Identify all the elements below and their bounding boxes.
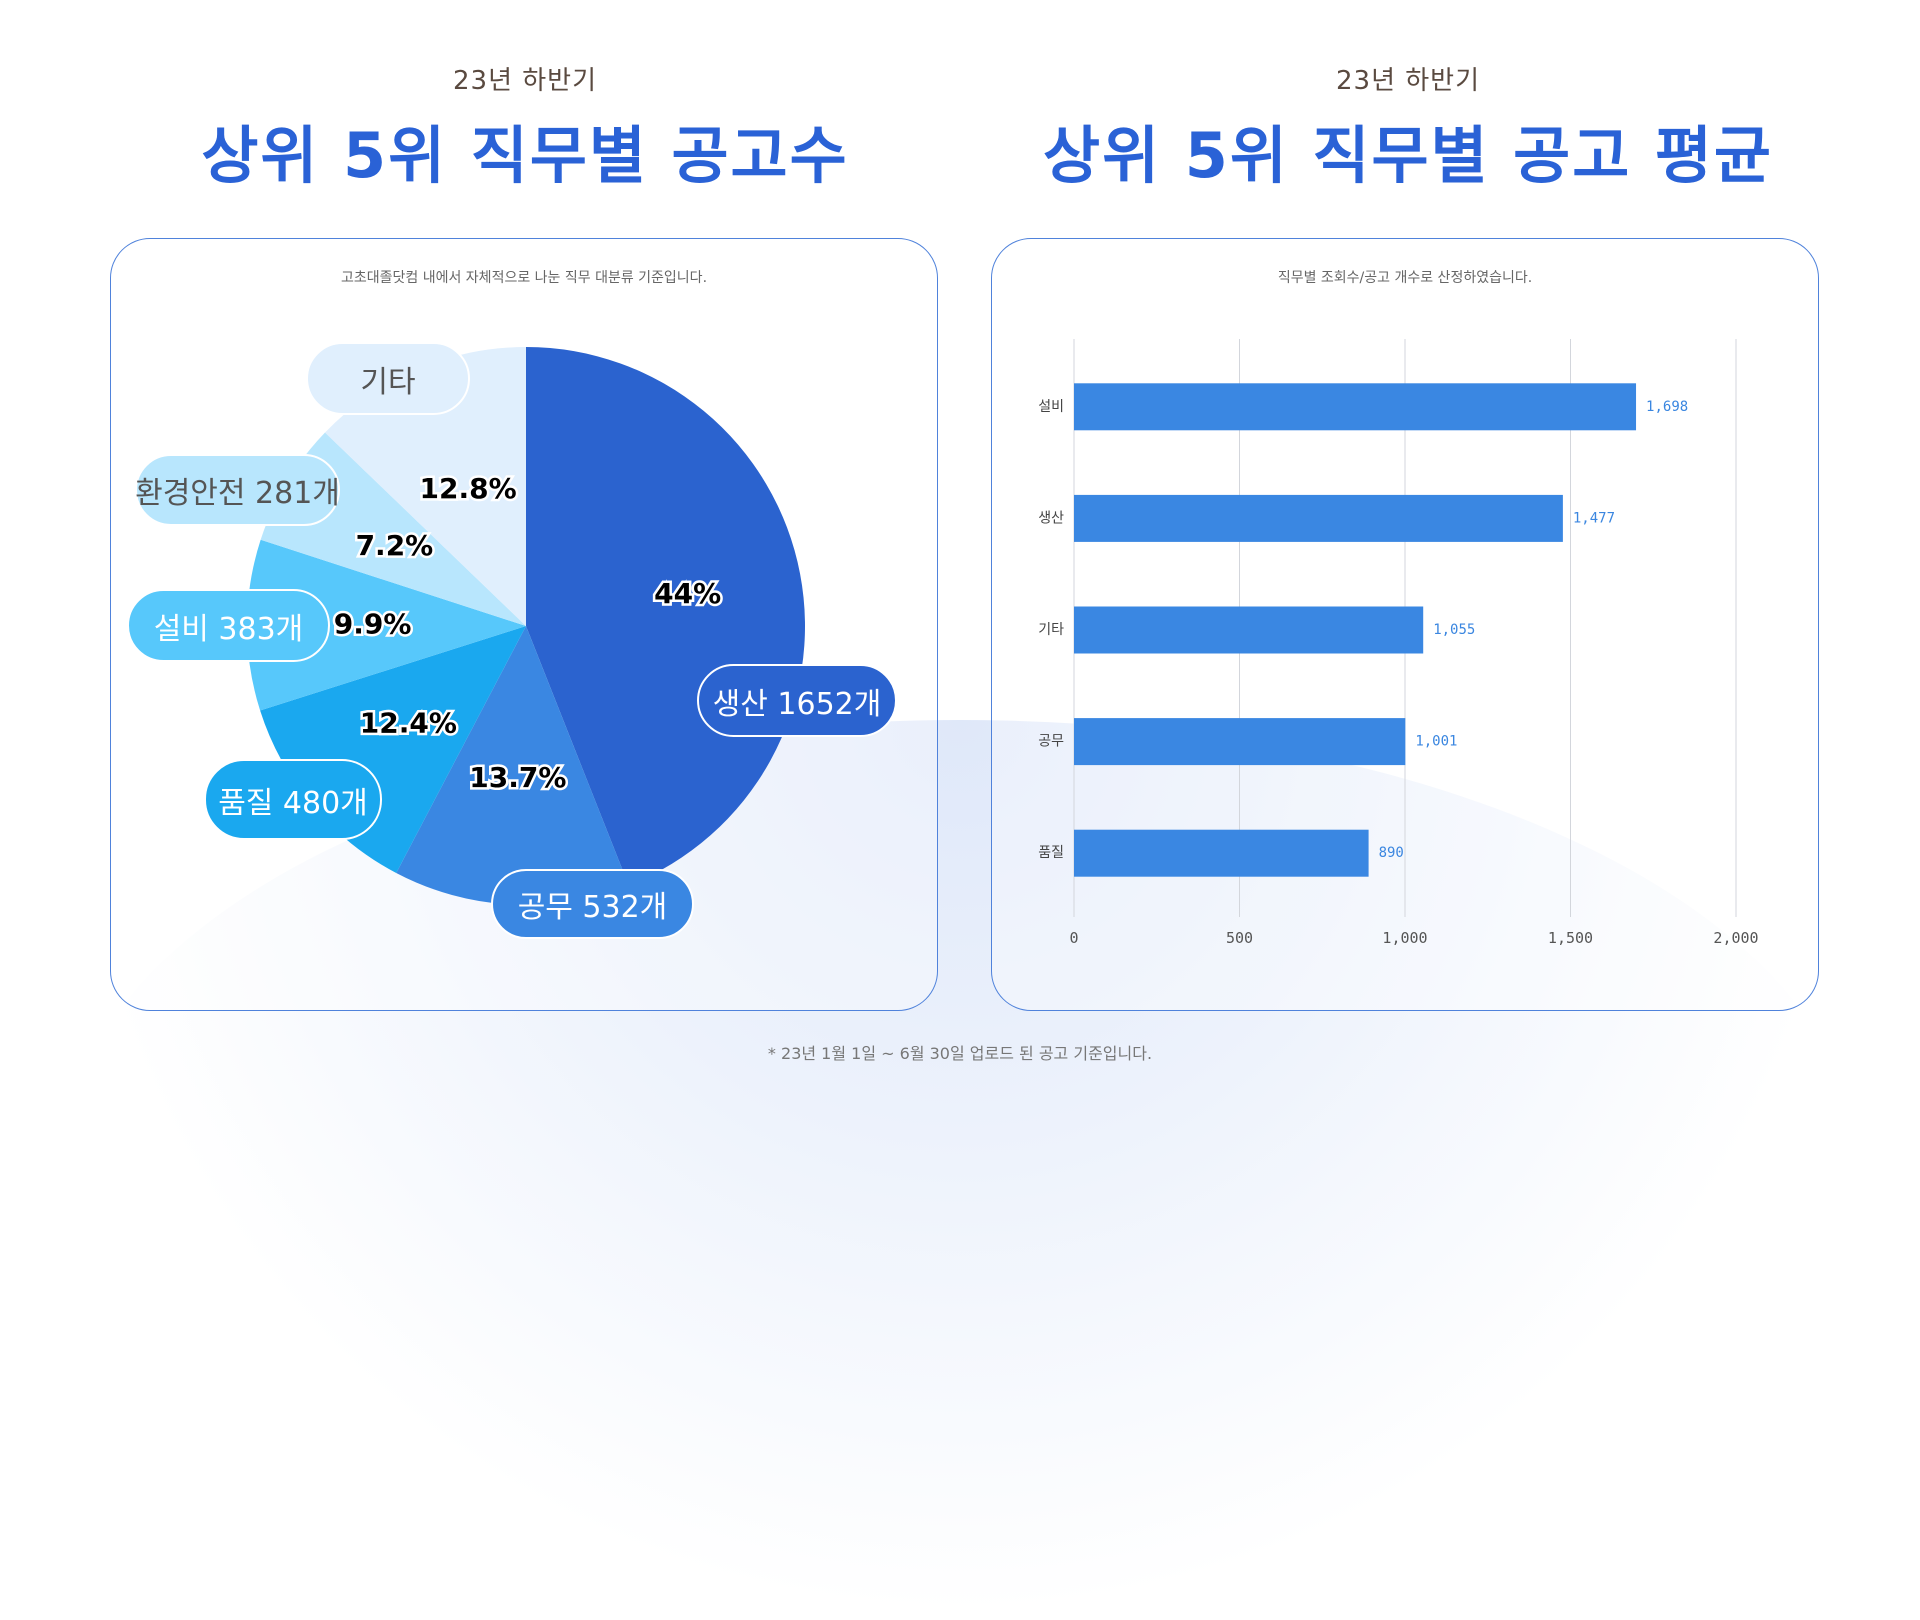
pie-percent-label-설비: 9.9% — [334, 608, 412, 641]
left-title: 상위 5위 직무별 공고수 — [201, 119, 849, 192]
pie-slice-설비 — [246, 539, 526, 711]
pie-callout-공무: 공무 532개 — [491, 869, 694, 939]
pie-percent-label-환경안전: 7.2% — [356, 529, 434, 562]
bar-value-label: 890 — [1379, 845, 1404, 861]
bar-chart-card: 직무별 조회수/공고 개수로 산정하였습니다. 0 500 1,000 1,500 2,… — [991, 238, 1819, 1011]
bar-chart: 0 500 1,000 1,500 2,000 설비 1,698 생산 1,477 기타 1,055… — [1038, 339, 1759, 947]
pie-callout-기타: 기타 — [306, 342, 470, 415]
bar-chart-note: 직무별 조회수/공고 개수로 산정하였습니다. — [1277, 270, 1533, 286]
x-tick-label: 2,000 — [1713, 929, 1758, 947]
footnote: * 23년 1월 1일 ~ 6월 30일 업로드 된 공고 기준입니다. — [767, 1044, 1153, 1063]
bar-category-label: 기타 — [1038, 622, 1064, 638]
pie-callout-품질: 품질 480개 — [204, 759, 382, 840]
bar-품질 — [1074, 829, 1369, 877]
pie-callout-생산: 생산 1652개 — [697, 664, 897, 737]
pie-percent-label-품질: 12.4% — [360, 707, 457, 740]
x-tick-label: 1,500 — [1548, 929, 1593, 947]
bar-설비 — [1074, 383, 1637, 431]
pie-percent-label-생산: 44% — [654, 577, 721, 610]
bar-value-label: 1,055 — [1433, 622, 1475, 638]
x-tick-label: 1,000 — [1382, 929, 1427, 947]
x-tick-label: 0 — [1069, 929, 1078, 947]
pie-callout-환경안전: 환경안전 281개 — [135, 454, 340, 526]
pie-slice-기타 — [325, 347, 526, 626]
pie-slice-공무 — [396, 626, 629, 905]
pie-percent-label-공무: 13.7% — [469, 761, 566, 794]
pie-chart-card: 고초대졸닷컴 내에서 자체적으로 나눈 직무 대분류 기준입니다. 44% 13.… — [110, 238, 938, 1011]
bar-공무 — [1074, 718, 1406, 766]
bar-value-label: 1,698 — [1646, 399, 1688, 415]
x-tick-label: 500 — [1226, 929, 1253, 947]
left-subtitle: 23년 하반기 — [452, 66, 598, 96]
pie-callout-설비: 설비 383개 — [127, 589, 330, 662]
right-subtitle: 23년 하반기 — [1335, 66, 1481, 96]
pie-chart-note: 고초대졸닷컴 내에서 자체적으로 나눈 직무 대분류 기준입니다. — [340, 270, 708, 286]
left-title-block: 23년 하반기 상위 5위 직무별 공고수 — [110, 60, 940, 195]
bar-category-label: 품질 — [1038, 845, 1064, 861]
bar-생산 — [1074, 494, 1563, 542]
bar-category-label: 생산 — [1038, 510, 1064, 526]
bar-value-label: 1,001 — [1415, 734, 1457, 750]
right-title-block: 23년 하반기 상위 5위 직무별 공고 평균 — [993, 60, 1823, 195]
pie-slice-생산 — [526, 347, 805, 886]
bar-value-label: 1,477 — [1573, 510, 1615, 526]
bar-category-label: 설비 — [1038, 399, 1064, 415]
bar-기타 — [1074, 606, 1424, 654]
bar-category-label: 공무 — [1038, 734, 1064, 750]
pie-percent-label-기타: 12.8% — [420, 472, 517, 505]
right-title: 상위 5위 직무별 공고 평균 — [1043, 119, 1773, 192]
